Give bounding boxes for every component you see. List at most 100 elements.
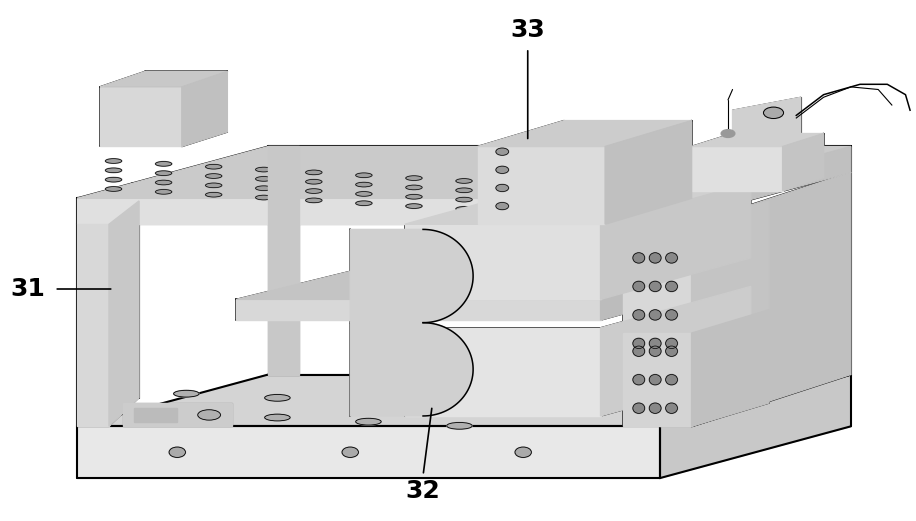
Ellipse shape — [306, 170, 322, 175]
Ellipse shape — [105, 187, 122, 191]
Polygon shape — [692, 201, 769, 364]
Ellipse shape — [256, 186, 272, 191]
Ellipse shape — [649, 338, 661, 349]
Ellipse shape — [496, 203, 508, 210]
Ellipse shape — [306, 179, 322, 184]
Ellipse shape — [406, 204, 422, 208]
Ellipse shape — [355, 192, 372, 196]
Ellipse shape — [506, 200, 522, 205]
Ellipse shape — [506, 181, 522, 186]
Polygon shape — [236, 300, 601, 320]
Ellipse shape — [265, 414, 290, 421]
Ellipse shape — [456, 197, 473, 202]
Polygon shape — [692, 133, 823, 146]
Ellipse shape — [355, 201, 372, 206]
Ellipse shape — [306, 189, 322, 193]
Ellipse shape — [633, 309, 645, 320]
Polygon shape — [350, 229, 473, 322]
Polygon shape — [77, 199, 660, 224]
Ellipse shape — [495, 166, 515, 173]
Ellipse shape — [556, 194, 572, 199]
Ellipse shape — [649, 375, 661, 385]
Ellipse shape — [205, 183, 222, 188]
Ellipse shape — [447, 403, 473, 410]
Polygon shape — [123, 403, 232, 426]
Polygon shape — [601, 287, 751, 416]
Ellipse shape — [174, 390, 199, 397]
Ellipse shape — [633, 281, 645, 292]
Ellipse shape — [456, 207, 473, 212]
Ellipse shape — [568, 162, 588, 168]
Ellipse shape — [156, 171, 172, 176]
Polygon shape — [660, 375, 851, 478]
Polygon shape — [100, 71, 227, 87]
Ellipse shape — [205, 164, 222, 169]
Polygon shape — [109, 201, 139, 426]
Ellipse shape — [666, 338, 678, 349]
Ellipse shape — [447, 423, 473, 429]
Ellipse shape — [205, 192, 222, 197]
Ellipse shape — [406, 185, 422, 190]
Ellipse shape — [649, 346, 661, 356]
Ellipse shape — [556, 203, 572, 208]
Polygon shape — [623, 333, 692, 426]
Ellipse shape — [174, 410, 199, 417]
Polygon shape — [623, 224, 692, 364]
Polygon shape — [733, 97, 801, 133]
Ellipse shape — [622, 162, 642, 168]
Polygon shape — [405, 183, 751, 224]
Polygon shape — [477, 146, 605, 224]
Polygon shape — [77, 375, 851, 426]
Polygon shape — [692, 172, 851, 426]
Ellipse shape — [355, 182, 372, 187]
Ellipse shape — [306, 198, 322, 203]
Polygon shape — [782, 133, 823, 191]
Ellipse shape — [156, 180, 172, 185]
Ellipse shape — [633, 346, 645, 356]
Text: 32: 32 — [406, 479, 441, 503]
Polygon shape — [100, 87, 181, 146]
Ellipse shape — [649, 309, 661, 320]
Text: 31: 31 — [10, 277, 45, 301]
Ellipse shape — [355, 418, 381, 425]
Polygon shape — [660, 224, 692, 426]
Ellipse shape — [633, 338, 645, 349]
Polygon shape — [134, 408, 178, 422]
Ellipse shape — [666, 403, 678, 413]
Polygon shape — [77, 224, 109, 426]
Polygon shape — [692, 146, 782, 191]
Ellipse shape — [456, 188, 473, 193]
Ellipse shape — [633, 375, 645, 385]
Ellipse shape — [105, 159, 122, 163]
Polygon shape — [601, 258, 751, 320]
Ellipse shape — [265, 394, 290, 401]
Ellipse shape — [198, 410, 221, 420]
Ellipse shape — [342, 447, 358, 457]
Ellipse shape — [256, 195, 272, 200]
Ellipse shape — [515, 447, 531, 457]
Ellipse shape — [105, 168, 122, 172]
Ellipse shape — [764, 107, 783, 118]
Polygon shape — [605, 120, 692, 224]
Ellipse shape — [666, 375, 678, 385]
Ellipse shape — [649, 253, 661, 263]
Polygon shape — [601, 183, 751, 300]
Ellipse shape — [666, 346, 678, 356]
Polygon shape — [181, 71, 227, 146]
Ellipse shape — [256, 177, 272, 181]
Ellipse shape — [666, 309, 678, 320]
Ellipse shape — [355, 173, 372, 178]
Ellipse shape — [633, 253, 645, 263]
Polygon shape — [405, 224, 601, 300]
Polygon shape — [692, 309, 769, 426]
Ellipse shape — [496, 148, 508, 155]
Ellipse shape — [496, 184, 508, 192]
Ellipse shape — [506, 209, 522, 214]
Ellipse shape — [105, 177, 122, 182]
Ellipse shape — [633, 403, 645, 413]
Polygon shape — [268, 146, 300, 375]
Polygon shape — [350, 322, 473, 416]
Ellipse shape — [169, 447, 185, 457]
Polygon shape — [405, 328, 601, 416]
Text: 33: 33 — [510, 18, 545, 42]
